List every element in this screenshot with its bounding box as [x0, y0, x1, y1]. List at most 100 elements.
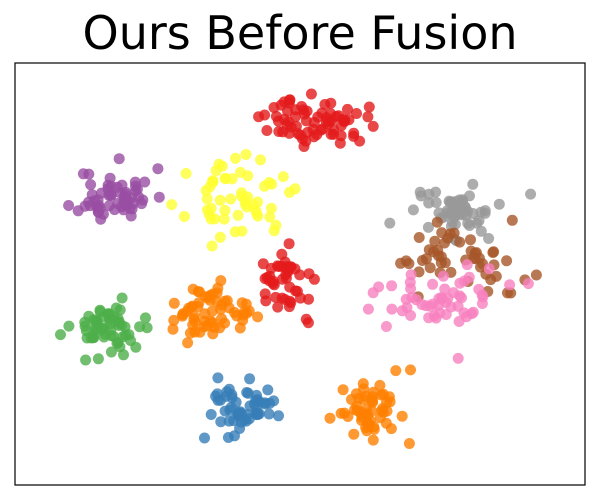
scatter-point: [244, 373, 256, 385]
scatter-point: [55, 329, 66, 341]
scatter-point: [319, 99, 331, 110]
scatter-point: [214, 231, 226, 243]
scatter-point: [208, 321, 220, 333]
scatter-point: [222, 432, 234, 443]
scatter-point: [483, 263, 495, 275]
scatter-point: [168, 314, 180, 326]
scatter-point: [203, 209, 215, 220]
scatter-point: [234, 322, 246, 334]
scatter-point: [427, 278, 439, 290]
scatter-point: [400, 293, 412, 305]
scatter-point: [384, 217, 396, 229]
scatter-point: [216, 299, 228, 311]
scatter-point: [216, 160, 228, 172]
scatter-point: [140, 312, 151, 324]
scatter-point: [214, 194, 226, 206]
scatter-point: [420, 253, 432, 265]
scatter-point: [328, 124, 340, 136]
scatter-point: [354, 135, 366, 147]
scatter-point: [448, 202, 460, 214]
scatter-point: [367, 120, 379, 132]
scatter-point: [351, 400, 363, 412]
scatter-point: [475, 225, 487, 237]
scatter-point: [276, 292, 288, 304]
scatter-point: [139, 176, 151, 188]
scatter-point: [316, 107, 328, 119]
scatter-point: [240, 149, 252, 160]
scatter-point: [403, 438, 415, 449]
scatter-point: [380, 397, 392, 409]
scatter-point: [270, 219, 282, 231]
scatter-point: [305, 88, 317, 100]
scatter-point: [252, 196, 264, 208]
scatter-point: [530, 269, 542, 281]
scatter-point: [405, 269, 417, 281]
scatter-point: [251, 208, 263, 220]
scatter-point: [77, 168, 89, 180]
scatter-point: [167, 323, 179, 335]
scatter-point: [105, 330, 117, 342]
scatter-point: [199, 308, 211, 320]
scatter-point: [330, 111, 342, 122]
scatter-point: [178, 211, 190, 222]
scatter-point: [461, 259, 473, 271]
scatter-point: [116, 292, 128, 304]
scatter-point: [303, 293, 314, 305]
scatter-point: [467, 208, 479, 219]
scatter-point: [260, 295, 272, 307]
scatter-point: [284, 186, 295, 198]
scatter-point: [252, 311, 264, 323]
scatter-point: [283, 238, 295, 250]
scatter-point: [348, 428, 360, 440]
scatter-point: [263, 275, 275, 287]
scatter-point: [212, 372, 224, 384]
scatter-point: [298, 141, 310, 152]
scatter-point: [141, 322, 153, 334]
scatter-point: [377, 388, 389, 400]
scatter-point: [104, 318, 116, 330]
scatter-point: [430, 197, 442, 208]
scatter-point: [130, 185, 141, 197]
scatter-point: [428, 246, 439, 258]
scatter-point: [473, 252, 485, 264]
scatter-point: [465, 234, 476, 246]
scatter-point: [226, 173, 238, 185]
scatter-point: [396, 305, 408, 317]
scatter-point: [232, 209, 244, 221]
scatter-point: [204, 294, 216, 306]
scatter-point: [218, 213, 230, 225]
scatter-point: [80, 354, 92, 366]
scatter-point: [270, 110, 282, 122]
scatter-point: [198, 321, 210, 333]
scatter-points: [55, 88, 542, 449]
scatter-point: [298, 104, 309, 116]
scatter-point: [97, 208, 109, 220]
scatter-point: [422, 221, 434, 233]
scatter-point: [273, 126, 285, 137]
scatter-point: [525, 188, 537, 200]
scatter-point: [199, 432, 210, 444]
scatter-point: [374, 379, 386, 391]
scatter-point: [493, 198, 505, 210]
scatter-point: [264, 211, 276, 223]
scatter-point: [86, 189, 98, 201]
scatter-point: [439, 283, 451, 295]
scatter-point: [363, 101, 375, 113]
scatter-point: [182, 337, 194, 349]
scatter-point: [348, 127, 360, 139]
scatter-point: [362, 111, 374, 123]
scatter-point: [351, 108, 362, 119]
scatter-point: [152, 163, 164, 175]
scatter-point: [201, 193, 213, 205]
scatter-point: [187, 283, 199, 295]
scatter-point: [390, 365, 402, 377]
scatter-point: [261, 125, 273, 136]
scatter-point: [238, 307, 250, 319]
scatter-point: [230, 396, 242, 408]
scatter-point: [360, 390, 372, 402]
scatter-point: [465, 245, 477, 257]
scatter-point: [488, 246, 500, 258]
scatter-point: [205, 409, 217, 420]
scatter-point: [444, 228, 456, 240]
